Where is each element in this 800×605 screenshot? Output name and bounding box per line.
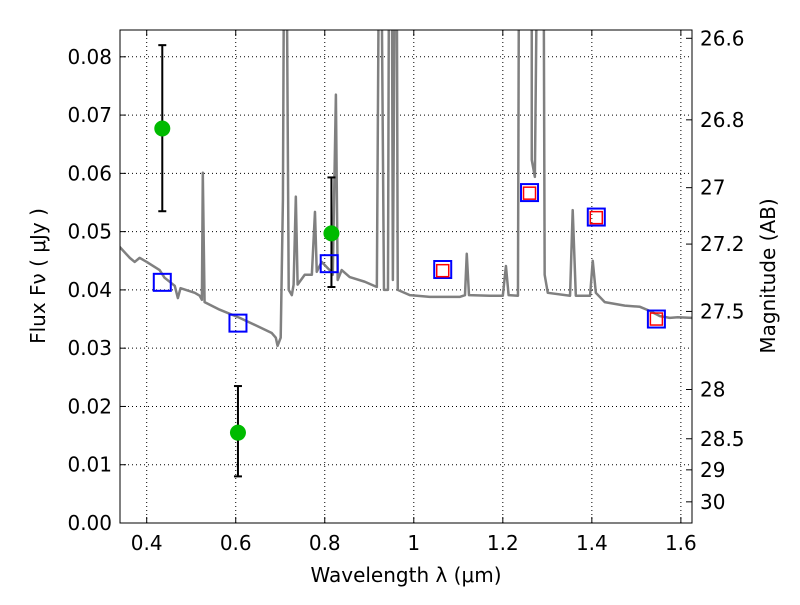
plot-frame	[119, 29, 693, 524]
y-tick-label: 0.05	[67, 220, 112, 244]
x-tick-label: 0.8	[309, 531, 341, 555]
ticks: 0.4 0.6 0.8 1 1.2 1.4 1.6 0.00 0.01 0.02 0.03 0.04 0…	[67, 26, 744, 555]
observed-point	[323, 225, 340, 242]
model-square-blue	[646, 309, 666, 329]
model-square-red	[435, 263, 450, 278]
y-axis-label: Flux Fν ( μJy )	[26, 208, 50, 344]
x-tick-label: 0.4	[131, 531, 163, 555]
y-tick-label: 0.08	[67, 45, 112, 69]
x-tick-label: 1.6	[665, 531, 697, 555]
observed-point	[229, 424, 246, 441]
right-tick-label: 28	[700, 378, 725, 402]
grid	[120, 30, 692, 524]
right-tick-label: 30	[700, 490, 725, 514]
model-square-blue	[520, 183, 540, 203]
observed-point	[154, 120, 171, 137]
x-tick-label: 1.4	[576, 531, 608, 555]
spectrum-line	[120, 30, 692, 348]
y-tick-label: 0.04	[67, 278, 112, 302]
model-square-blue	[228, 313, 248, 333]
y-tick-label: 0.06	[67, 161, 112, 185]
right-tick-label: 26.8	[700, 108, 745, 132]
right-tick-label: 27	[700, 176, 725, 200]
model-square-red	[649, 312, 664, 326]
model-square-blue	[433, 260, 453, 280]
right-tick-label: 27.2	[700, 232, 745, 256]
x-tick-label: 1.2	[487, 531, 519, 555]
y-tick-label: 0.03	[67, 336, 112, 360]
y-tick-label: 0.07	[67, 103, 112, 127]
right-tick-label: 26.6	[700, 26, 745, 50]
right-tick-label: 28.5	[700, 427, 745, 451]
y-tick-label: 0.01	[67, 453, 112, 477]
model-square-red	[589, 210, 604, 225]
model-square-blue	[319, 254, 339, 274]
x-tick-label: 0.6	[220, 531, 252, 555]
right-tick-label: 27.5	[700, 299, 745, 323]
plot-marks	[120, 30, 692, 478]
model-square-red	[522, 186, 537, 200]
x-tick-label: 1	[407, 531, 420, 555]
y-tick-label: 0.00	[67, 511, 112, 535]
model-square-blue	[586, 207, 606, 227]
x-axis-label: Wavelength λ (μm)	[310, 563, 501, 587]
model-square-blue	[152, 272, 172, 292]
right-tick-label: 29	[700, 458, 725, 482]
right-axis-label: Magnitude (AB)	[756, 198, 780, 353]
y-tick-label: 0.02	[67, 394, 112, 418]
